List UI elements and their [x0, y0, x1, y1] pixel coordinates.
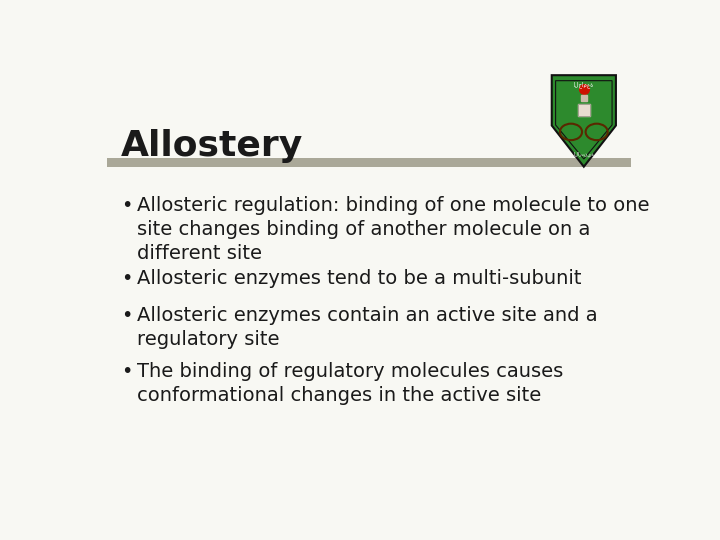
Text: The binding of regulatory molecules causes
conformational changes in the active : The binding of regulatory molecules caus…: [138, 362, 564, 406]
Text: •: •: [121, 306, 132, 325]
Text: •: •: [121, 268, 132, 287]
Text: Allosteric enzymes contain an active site and a
regulatory site: Allosteric enzymes contain an active sit…: [138, 306, 598, 349]
Polygon shape: [552, 75, 616, 167]
Text: Allosteric regulation: binding of one molecule to one
site changes binding of an: Allosteric regulation: binding of one mo…: [138, 196, 650, 264]
FancyBboxPatch shape: [107, 158, 631, 167]
Text: الاردنية: الاردنية: [573, 151, 594, 157]
Text: Allosteric enzymes tend to be a multi-subunit: Allosteric enzymes tend to be a multi-su…: [138, 268, 582, 287]
Text: Allostery: Allostery: [121, 129, 303, 163]
Text: •: •: [121, 362, 132, 381]
Text: الجامعة: الجامعة: [574, 82, 594, 89]
Text: •: •: [121, 196, 132, 215]
